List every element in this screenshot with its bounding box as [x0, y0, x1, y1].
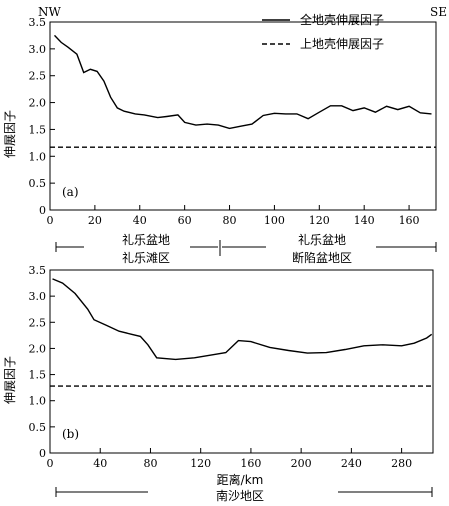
panel-a-ylabel: 伸展因子: [3, 110, 17, 158]
panel-b-xtick-label: 80: [143, 457, 157, 470]
panel-b: 0 0.5 1.0 1.5 2.0 2.5 3.0 3.5 0 40 80 120 160 200 240 2…: [3, 264, 434, 487]
panel-a-corner-se: SE: [430, 5, 447, 19]
panel-a-ytick-label: 2.0: [29, 97, 47, 110]
panel-a-xtick-label: 80: [223, 214, 237, 227]
panel-b-ytick-label: 3.0: [29, 290, 47, 303]
panel-b-ylabel: 伸展因子: [3, 356, 17, 404]
panel-b-xtick-label: 160: [240, 457, 261, 470]
panel-b-ytick-label: 1.5: [29, 369, 47, 382]
region-a-left-line2: 礼乐滩区: [122, 250, 170, 265]
panel-a-ytick-label: 3.0: [29, 43, 47, 56]
panel-a-ytick-label: 0: [39, 204, 46, 217]
panel-b-ytick-label: 0: [39, 447, 46, 460]
panel-b-xtick-label: 120: [190, 457, 211, 470]
region-b-label: 南沙地区: [216, 488, 264, 503]
panel-a-grid-ticks: 0 0.5 1.0 1.5 2.0 2.5 3.0 3.5 0 20 40 60 80 100 120 140…: [29, 16, 420, 227]
panel-b-xtick-label: 0: [47, 457, 54, 470]
panel-b-frame: [49, 269, 434, 454]
panel-b-label: (b): [62, 427, 79, 441]
panel-b-ytick-label: 3.5: [29, 264, 47, 277]
panel-b-ytick-label: 1.0: [29, 395, 47, 408]
panel-a-ytick-label: 0.5: [29, 177, 47, 190]
panel-a-xtick-label: 160: [399, 214, 420, 227]
panel-a-ytick-label: 1.5: [29, 123, 47, 136]
panel-b-ytick-label: 2.0: [29, 342, 47, 355]
panel-b-xtick-label: 40: [93, 457, 107, 470]
panel-b-ytick-label: 2.5: [29, 316, 47, 329]
panel-a-xtick-label: 60: [178, 214, 192, 227]
legend-dashed-label: 上地壳伸展因子: [300, 37, 384, 51]
panel-a-xtick-label: 100: [264, 214, 285, 227]
panel-b-ytick-label: 0.5: [29, 421, 47, 434]
panel-b-xtick-label: 240: [341, 457, 362, 470]
panel-b-xtick-label: 280: [391, 457, 412, 470]
legend: 全地壳伸展因子 上地壳伸展因子: [262, 12, 384, 51]
panel-a-series: [50, 34, 436, 148]
legend-solid-label: 全地壳伸展因子: [300, 12, 384, 27]
region-labels-a: 礼乐盆地 礼乐滩区 礼乐盆地 断陷盆地区: [55, 232, 437, 265]
panel-a-frame: [49, 21, 437, 211]
panel-a-corner-nw: NW: [38, 5, 62, 19]
panel-a-series-whole-crust: [53, 34, 432, 130]
panel-a-xtick-label: 0: [47, 214, 54, 227]
panel-a-xtick-label: 20: [88, 214, 102, 227]
panel-a-xtick-label: 140: [354, 214, 375, 227]
panel-b-series: [50, 278, 433, 387]
region-a-right-line1: 礼乐盆地: [298, 232, 346, 247]
panel-b-xtick-label: 200: [291, 457, 312, 470]
panel-a-ytick-label: 3.5: [29, 16, 47, 29]
panel-a-xtick-label: 40: [133, 214, 147, 227]
region-a-right-line2: 断陷盆地区: [292, 250, 352, 265]
panel-a: 0 0.5 1.0 1.5 2.0 2.5 3.0 3.5 0 20 40 60 80 100 120 140…: [3, 5, 447, 227]
panel-b-xlabel: 距离/km: [217, 472, 264, 487]
panel-b-grid-ticks: 0 0.5 1.0 1.5 2.0 2.5 3.0 3.5 0 40 80 120 160 200 240 2…: [29, 264, 413, 470]
panel-a-label: (a): [62, 185, 79, 199]
panel-a-xtick-label: 120: [309, 214, 330, 227]
region-labels-b: 南沙地区: [55, 487, 433, 503]
panel-b-series-whole-crust: [52, 278, 433, 361]
panel-a-ytick-label: 1.0: [29, 150, 47, 163]
region-a-left-line1: 礼乐盆地: [122, 232, 170, 247]
panel-a-ytick-label: 2.5: [29, 70, 47, 83]
